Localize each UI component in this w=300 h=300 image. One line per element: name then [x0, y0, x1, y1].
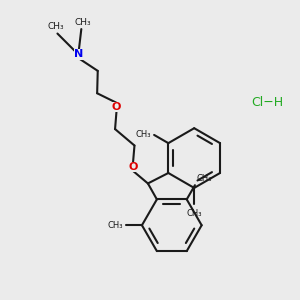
Text: O: O: [128, 162, 138, 172]
Text: CH₃: CH₃: [186, 209, 202, 218]
Text: O: O: [112, 102, 121, 112]
Text: N: N: [74, 50, 84, 59]
Text: CH₃: CH₃: [136, 130, 151, 140]
Text: Cl−H: Cl−H: [251, 96, 284, 109]
Text: CH₃: CH₃: [107, 221, 122, 230]
Text: CH₃: CH₃: [74, 18, 91, 27]
Text: CH₃: CH₃: [196, 174, 212, 183]
Text: CH₃: CH₃: [48, 22, 64, 31]
